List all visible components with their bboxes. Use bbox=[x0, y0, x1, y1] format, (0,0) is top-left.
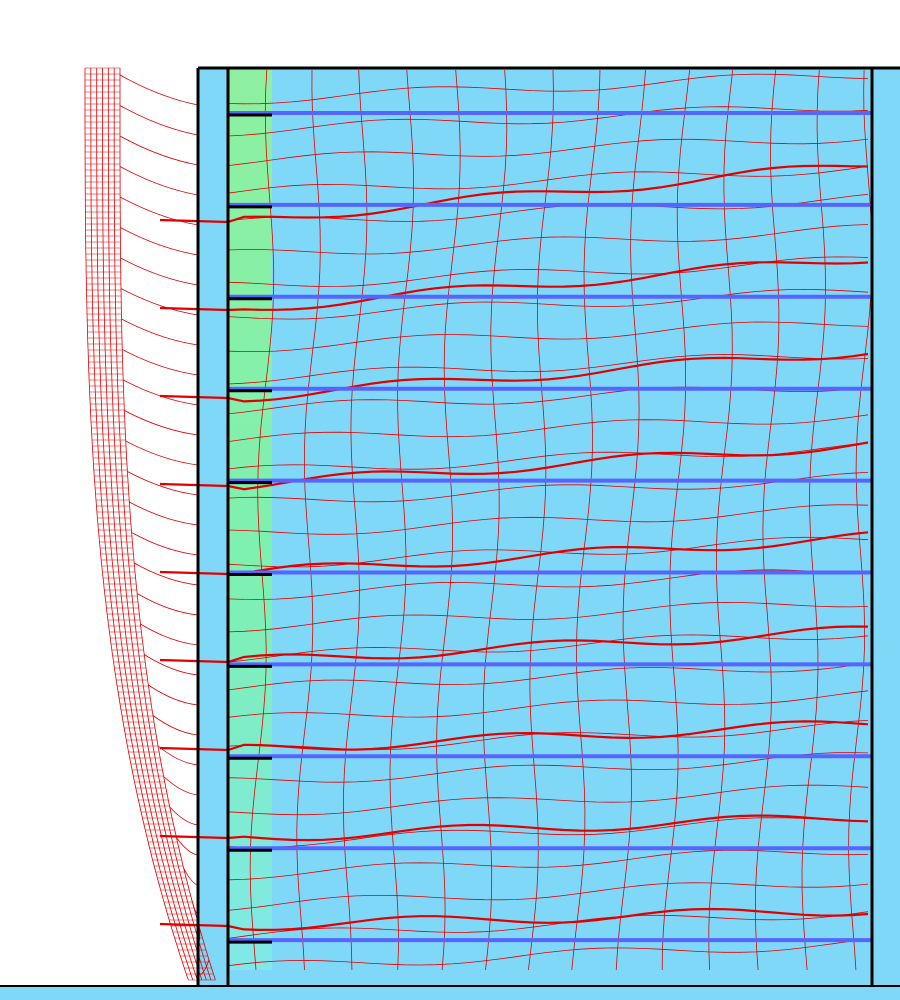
mesh-line bbox=[129, 501, 199, 526]
mesh-line bbox=[119, 105, 199, 136]
mesh-line bbox=[152, 715, 199, 736]
mesh-line bbox=[227, 224, 869, 255]
curve bbox=[159, 261, 869, 312]
mesh-line bbox=[436, 69, 461, 971]
mesh-line bbox=[227, 288, 869, 320]
mesh-line bbox=[296, 69, 321, 971]
curve bbox=[159, 164, 869, 224]
mesh bbox=[84, 67, 873, 987]
mesh-line bbox=[227, 752, 869, 783]
curve bbox=[159, 625, 869, 664]
anchors bbox=[228, 111, 872, 944]
mesh-line bbox=[801, 69, 826, 971]
mesh-line bbox=[119, 196, 199, 226]
mesh-line bbox=[227, 106, 869, 137]
mesh-line bbox=[227, 472, 869, 503]
mesh-line bbox=[148, 684, 199, 706]
mesh-line bbox=[84, 68, 189, 981]
mesh-line bbox=[121, 318, 199, 346]
curve bbox=[159, 720, 869, 752]
mesh-line bbox=[227, 601, 869, 633]
curve bbox=[159, 814, 869, 842]
mesh-line bbox=[133, 562, 199, 586]
domain bbox=[198, 68, 900, 986]
mesh-line bbox=[140, 623, 199, 646]
mesh-line bbox=[571, 69, 601, 971]
mesh-line bbox=[482, 69, 508, 971]
mesh-line bbox=[661, 69, 690, 971]
mesh-line bbox=[120, 257, 199, 286]
mesh-line bbox=[124, 410, 199, 436]
mesh-line bbox=[227, 882, 869, 911]
mesh-line bbox=[227, 354, 869, 385]
mesh-line bbox=[120, 288, 199, 316]
mesh-line bbox=[163, 776, 199, 796]
ground bbox=[0, 986, 900, 1000]
mesh-line bbox=[119, 74, 199, 106]
mesh-line bbox=[227, 536, 869, 568]
mesh-line bbox=[227, 849, 869, 881]
mesh-line bbox=[136, 593, 199, 616]
mesh-line bbox=[227, 414, 869, 442]
mesh-line bbox=[227, 938, 869, 967]
mesh-line bbox=[528, 69, 554, 971]
mesh-line bbox=[227, 138, 869, 166]
mesh-line bbox=[615, 69, 646, 971]
mesh-line bbox=[125, 440, 199, 466]
mesh-line bbox=[176, 837, 199, 856]
mesh-line bbox=[389, 69, 414, 971]
mesh-line bbox=[169, 806, 199, 826]
mesh-line bbox=[119, 166, 199, 196]
mesh-line bbox=[227, 662, 869, 691]
mesh-line bbox=[227, 634, 869, 663]
mesh-line bbox=[119, 135, 199, 166]
mesh-line bbox=[131, 532, 199, 556]
mesh-line bbox=[227, 193, 869, 222]
mesh-line bbox=[227, 569, 869, 600]
mesh-line bbox=[227, 166, 869, 194]
mesh-line bbox=[227, 690, 869, 718]
curve bbox=[159, 352, 869, 403]
mesh-line bbox=[227, 321, 869, 352]
mesh-line bbox=[249, 69, 275, 971]
mesh-line bbox=[120, 227, 199, 256]
mesh-line bbox=[227, 504, 869, 535]
curve bbox=[159, 907, 869, 932]
curve bbox=[159, 531, 869, 576]
mesh-line bbox=[122, 349, 199, 376]
mesh-line bbox=[708, 69, 734, 971]
curve bbox=[159, 441, 869, 491]
mesh-line bbox=[754, 69, 780, 971]
mesh-line bbox=[227, 817, 869, 848]
mesh-line bbox=[227, 784, 869, 816]
mesh-line bbox=[127, 471, 199, 496]
mesh-line bbox=[143, 654, 199, 676]
mesh-line bbox=[227, 73, 869, 105]
mesh-line bbox=[227, 911, 869, 939]
